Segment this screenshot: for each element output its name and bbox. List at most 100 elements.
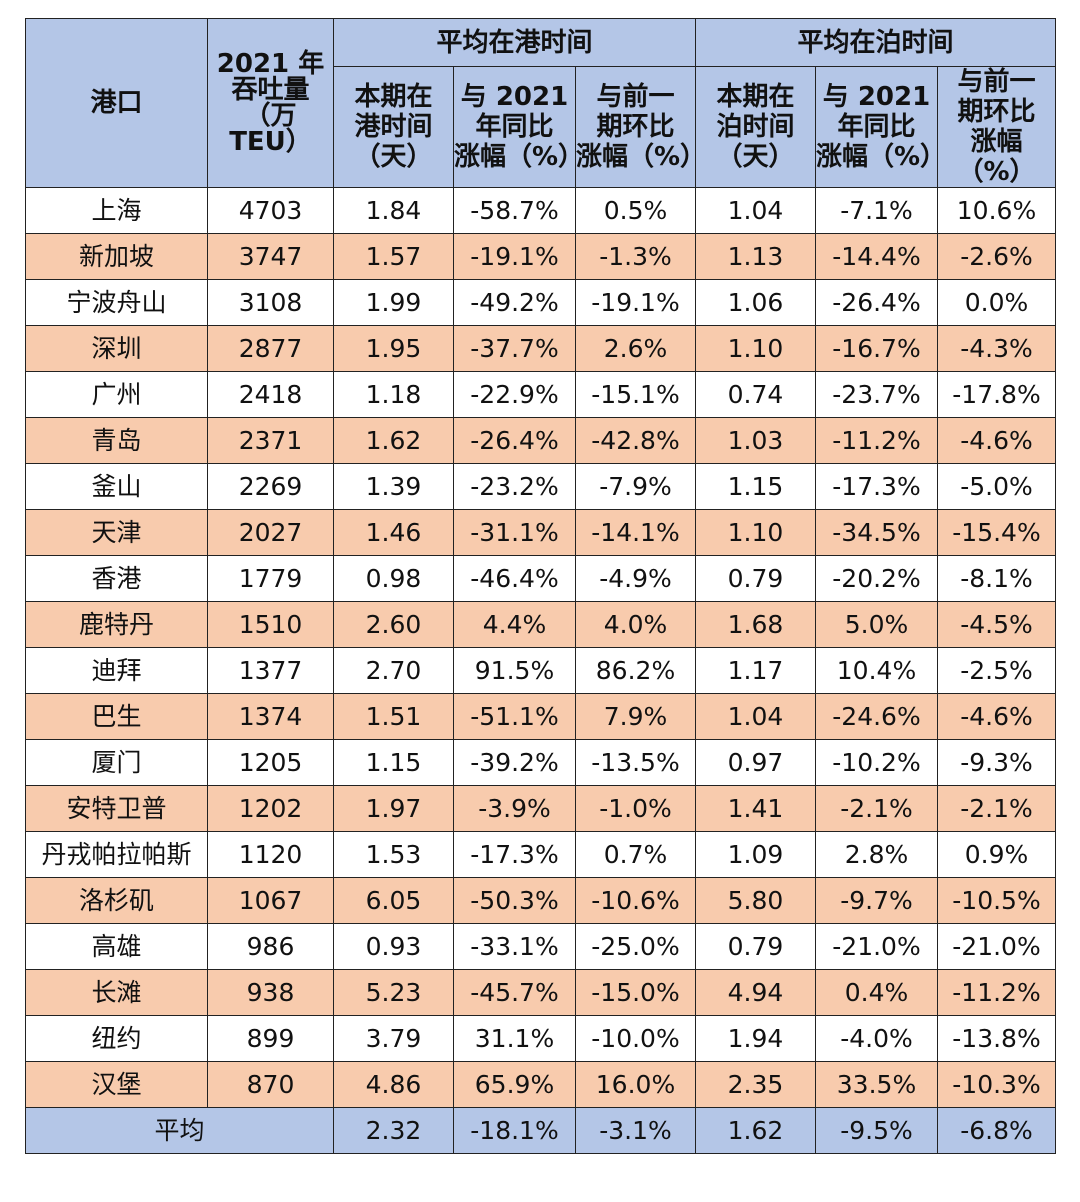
table-cell: 与前一 期环比 涨幅（%） — [575, 66, 706, 188]
table-cell: 1.51 — [333, 693, 454, 740]
table-cell: -14.1% — [575, 509, 696, 556]
table-cell: 1202 — [207, 785, 334, 832]
table-cell: -9.5% — [815, 1107, 938, 1154]
table-row: 安特卫普 1202 1.97 -3.9% -1.0% 1.41 -2.1% -2.1% — [25, 785, 1056, 832]
table-cell: 2269 — [207, 463, 334, 510]
table-cell: 10.4% — [815, 647, 938, 694]
table-cell: 与前一 期环比 涨幅（%） — [937, 66, 1056, 188]
table-cell: 870 — [207, 1061, 334, 1108]
table-cell: -26.4% — [815, 279, 938, 326]
table-cell: -25.0% — [575, 923, 696, 970]
table-cell: 深圳 — [25, 325, 208, 372]
table-cell: 33.5% — [815, 1061, 938, 1108]
table-cell: 高雄 — [25, 923, 208, 970]
table-row: 香港 1779 0.98 -46.4% -4.9% 0.79 -20.2% -8.1% — [25, 555, 1056, 602]
table-cell: -20.2% — [815, 555, 938, 602]
table-cell: -10.5% — [937, 877, 1056, 924]
table-cell: 本期在 泊时间 （天） — [695, 66, 816, 188]
table-cell: 2371 — [207, 417, 334, 464]
table-cell: 0.9% — [937, 831, 1056, 878]
table-cell: 丹戎帕拉帕斯 — [25, 831, 208, 878]
table-cell: 1.94 — [695, 1015, 816, 1062]
table-row: 汉堡 870 4.86 65.9% 16.0% 2.35 33.5% -10.3% — [25, 1061, 1056, 1108]
table-cell: -15.4% — [937, 509, 1056, 556]
table-cell: 长滩 — [25, 969, 208, 1016]
table-cell: 安特卫普 — [25, 785, 208, 832]
table-cell: 2027 — [207, 509, 334, 556]
table-cell: -45.7% — [453, 969, 576, 1016]
table-row: 鹿特丹 1510 2.60 4.4% 4.0% 1.68 5.0% -4.5% — [25, 601, 1056, 648]
table-cell: 2.60 — [333, 601, 454, 648]
table-cell: -2.6% — [937, 233, 1056, 280]
table-cell: -17.8% — [937, 371, 1056, 418]
table-cell: -16.7% — [815, 325, 938, 372]
table-cell: -23.7% — [815, 371, 938, 418]
table-cell: 16.0% — [575, 1061, 696, 1108]
table-cell: 厦门 — [25, 739, 208, 786]
table-cell: 4703 — [207, 187, 334, 234]
table-row: 港口 2021 年 吞吐量 （万 TEU） 平均在港时间 平均在泊时间 — [25, 18, 1056, 188]
data-table: 港口 2021 年 吞吐量 （万 TEU） 平均在港时间 平均在泊时间 本期在 港时间 … — [25, 18, 1056, 1154]
table-cell: 1.10 — [695, 509, 816, 556]
table-cell: -2.1% — [937, 785, 1056, 832]
table-cell: 香港 — [25, 555, 208, 602]
table-cell: -4.6% — [937, 417, 1056, 464]
table-row: 上海 4703 1.84 -58.7% 0.5% 1.04 -7.1% 10.6% — [25, 187, 1056, 234]
table-row: 丹戎帕拉帕斯 1120 1.53 -17.3% 0.7% 1.09 2.8% 0.9% — [25, 831, 1056, 878]
table-cell: 与 2021 年同比 涨幅（%） — [453, 66, 584, 188]
table-cell: 2418 — [207, 371, 334, 418]
table-cell: -7.1% — [815, 187, 938, 234]
table-cell: 与 2021 年同比 涨幅（%） — [815, 66, 946, 188]
table-cell: -49.2% — [453, 279, 576, 326]
table-cell: 1.62 — [695, 1107, 816, 1154]
table-cell: 1.41 — [695, 785, 816, 832]
table-cell: 广州 — [25, 371, 208, 418]
table-cell: 3747 — [207, 233, 334, 280]
table-cell: -46.4% — [453, 555, 576, 602]
table-cell: 938 — [207, 969, 334, 1016]
table-cell: -23.2% — [453, 463, 576, 510]
table-cell: 1.46 — [333, 509, 454, 556]
table-cell: 1510 — [207, 601, 334, 648]
table-row: 纽约 899 3.79 31.1% -10.0% 1.94 -4.0% -13.8% — [25, 1015, 1056, 1062]
table-cell: -3.9% — [453, 785, 576, 832]
table-cell: -11.2% — [937, 969, 1056, 1016]
table-cell: 3.79 — [333, 1015, 454, 1062]
table-cell: -4.0% — [815, 1015, 938, 1062]
table-cell: 10.6% — [937, 187, 1056, 234]
table-cell: -3.1% — [575, 1107, 696, 1154]
table-cell: 1.97 — [333, 785, 454, 832]
table-cell: 汉堡 — [25, 1061, 208, 1108]
table-cell: 31.1% — [453, 1015, 576, 1062]
table-row: 釜山 2269 1.39 -23.2% -7.9% 1.15 -17.3% -5.0% — [25, 463, 1056, 510]
table-row: 高雄 986 0.93 -33.1% -25.0% 0.79 -21.0% -21.0% — [25, 923, 1056, 970]
table-cell: 2.35 — [695, 1061, 816, 1108]
table-cell: 1.99 — [333, 279, 454, 326]
table-cell: -24.6% — [815, 693, 938, 740]
table-cell: 65.9% — [453, 1061, 576, 1108]
table-cell: 本期在 港时间 （天） — [333, 66, 454, 188]
table-cell: -4.6% — [937, 693, 1056, 740]
table-cell: -15.0% — [575, 969, 696, 1016]
table-cell: 0.79 — [695, 923, 816, 970]
table-cell: 4.0% — [575, 601, 696, 648]
table-cell: 平均 — [25, 1107, 334, 1154]
table-cell: 4.4% — [453, 601, 576, 648]
table-cell: -1.3% — [575, 233, 696, 280]
table-cell: 5.80 — [695, 877, 816, 924]
table-cell: 0.4% — [815, 969, 938, 1016]
table-cell: -5.0% — [937, 463, 1056, 510]
table-cell: -10.3% — [937, 1061, 1056, 1108]
table-cell: 1.04 — [695, 187, 816, 234]
table-row: 青岛 2371 1.62 -26.4% -42.8% 1.03 -11.2% -4.6% — [25, 417, 1056, 464]
table-cell: -50.3% — [453, 877, 576, 924]
table-cell: 1.84 — [333, 187, 454, 234]
table-row: 本期在 港时间 （天）与 2021 年同比 涨幅（%） 与前一 期环比 涨幅（%）… — [26, 66, 1056, 188]
table-cell: 1.68 — [695, 601, 816, 648]
table-cell: 4.86 — [333, 1061, 454, 1108]
table-cell: 0.93 — [333, 923, 454, 970]
table-cell: 986 — [207, 923, 334, 970]
table-cell: 青岛 — [25, 417, 208, 464]
table-cell: -42.8% — [575, 417, 696, 464]
